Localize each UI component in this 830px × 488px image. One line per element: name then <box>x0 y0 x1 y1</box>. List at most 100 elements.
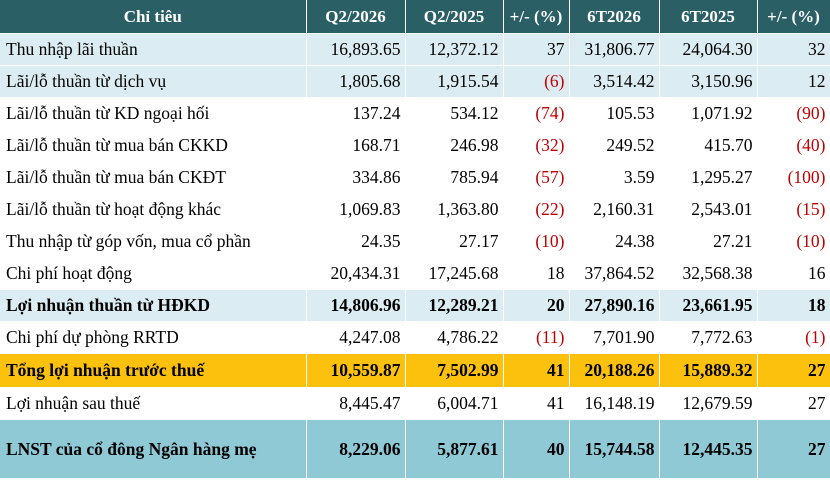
row-label: Thu nhập từ góp vốn, mua cổ phần <box>0 225 307 258</box>
6t2025-value: 1,071.92 <box>659 97 758 130</box>
header-indicator: Chỉ tiêu <box>0 0 307 34</box>
q2-2026-value: 20,434.31 <box>306 257 406 290</box>
half-year-change: (1) <box>757 321 830 354</box>
quarter-change: 20 <box>503 289 570 322</box>
half-year-change: (100) <box>757 161 830 194</box>
table-row: Thu nhập lãi thuần 16,893.65 12,372.12 37 31… <box>0 33 830 66</box>
q2-2025-value: 246.98 <box>405 129 504 162</box>
6t2025-value: 3,150.96 <box>659 65 758 98</box>
q2-2026-value: 24.35 <box>306 225 406 258</box>
table-row: Lãi/lỗ thuần từ dịch vụ 1,805.68 1,915.54(… <box>0 65 830 98</box>
6t2025-value: 23,661.95 <box>659 289 758 322</box>
6t2025-value: 7,772.63 <box>659 321 758 354</box>
table-row: Lãi/lỗ thuần từ hoạt động khác 1,069.83 1,… <box>0 193 830 226</box>
6t2026-value: 20,188.26 <box>569 353 660 388</box>
q2-2025-value: 6,004.71 <box>405 387 504 420</box>
quarter-change: (6) <box>503 65 570 98</box>
q2-2026-value: 4,247.08 <box>306 321 406 354</box>
row-label: Lãi/lỗ thuần từ hoạt động khác <box>0 193 307 226</box>
table-row: Chi phí dự phòng RRTD 4,247.08 4,786.22 (11… <box>0 321 830 354</box>
6t2025-value: 2,543.01 <box>659 193 758 226</box>
q2-2025-value: 5,877.61 <box>405 419 504 479</box>
6t2025-value: 24,064.30 <box>659 33 758 66</box>
6t2025-value: 15,889.32 <box>659 353 758 388</box>
6t2025-value: 27.21 <box>659 225 758 258</box>
table-row: Lãi/lỗ thuần từ mua bán CKĐT 334.86 785.94… <box>0 161 830 194</box>
q2-2025-value: 17,245.68 <box>405 257 504 290</box>
quarter-change: (11) <box>503 321 570 354</box>
half-year-change: (10) <box>757 225 830 258</box>
quarter-change: (74) <box>503 97 570 130</box>
q2-2025-value: 27.17 <box>405 225 504 258</box>
table-row: Chi phí hoạt động 20,434.31 17,245.68 18 37,… <box>0 257 830 290</box>
6t2025-value: 415.70 <box>659 129 758 162</box>
q2-2026-value: 334.86 <box>306 161 406 194</box>
6t2026-value: 24.38 <box>569 225 660 258</box>
q2-2026-value: 1,805.68 <box>306 65 406 98</box>
6t2026-value: 7,701.90 <box>569 321 660 354</box>
q2-2025-value: 12,289.21 <box>405 289 504 322</box>
row-label: Tổng lợi nhuận trước thuế <box>0 353 307 388</box>
6t2025-value: 1,295.27 <box>659 161 758 194</box>
table-row: Lợi nhuận thuần từ HĐKD 14,806.96 12,289.2… <box>0 289 830 322</box>
header-half-year-change: +/- (%) <box>757 0 830 34</box>
6t2026-value: 31,806.77 <box>569 33 660 66</box>
half-year-change: 32 <box>757 33 830 66</box>
table-row: Lãi/lỗ thuần từ KD ngoại hối 137.24 534.12… <box>0 97 830 130</box>
q2-2026-value: 168.71 <box>306 129 406 162</box>
half-year-change: 27 <box>757 419 830 479</box>
q2-2026-value: 137.24 <box>306 97 406 130</box>
quarter-change: 18 <box>503 257 570 290</box>
quarter-change: 37 <box>503 33 570 66</box>
table-body: Thu nhập lãi thuần 16,893.65 12,372.12 37 31… <box>0 33 830 479</box>
table-row: Tổng lợi nhuận trước thuế 10,559.87 7,502.… <box>0 353 830 388</box>
header-6t2025: 6T2025 <box>659 0 758 34</box>
table-row: Thu nhập từ góp vốn, mua cổ phần 24.35 27.… <box>0 225 830 258</box>
half-year-change: (15) <box>757 193 830 226</box>
quarter-change: (32) <box>503 129 570 162</box>
half-year-change: 27 <box>757 387 830 420</box>
half-year-change: (40) <box>757 129 830 162</box>
header-quarter-change: +/- (%) <box>503 0 570 34</box>
row-label: Chi phí dự phòng RRTD <box>0 321 307 354</box>
q2-2025-value: 785.94 <box>405 161 504 194</box>
table-row: Lãi/lỗ thuần từ mua bán CKKD 168.71 246.98… <box>0 129 830 162</box>
row-label: Lợi nhuận sau thuế <box>0 387 307 420</box>
q2-2025-value: 1,915.54 <box>405 65 504 98</box>
q2-2025-value: 7,502.99 <box>405 353 504 388</box>
row-label: Thu nhập lãi thuần <box>0 33 307 66</box>
half-year-change: 12 <box>757 65 830 98</box>
half-year-change: (90) <box>757 97 830 130</box>
quarter-change: 41 <box>503 387 570 420</box>
6t2025-value: 12,679.59 <box>659 387 758 420</box>
quarter-change: (57) <box>503 161 570 194</box>
row-label: LNST của cổ đông Ngân hàng mẹ <box>0 419 307 479</box>
row-label: Lợi nhuận thuần từ HĐKD <box>0 289 307 322</box>
q2-2026-value: 10,559.87 <box>306 353 406 388</box>
q2-2026-value: 14,806.96 <box>306 289 406 322</box>
row-label: Lãi/lỗ thuần từ dịch vụ <box>0 65 307 98</box>
q2-2025-value: 12,372.12 <box>405 33 504 66</box>
6t2026-value: 2,160.31 <box>569 193 660 226</box>
6t2026-value: 27,890.16 <box>569 289 660 322</box>
header-q2-2025: Q2/2025 <box>405 0 504 34</box>
q2-2026-value: 16,893.65 <box>306 33 406 66</box>
table-row: Lợi nhuận sau thuế 8,445.47 6,004.71 41 16,1… <box>0 387 830 420</box>
header-row: Chỉ tiêu Q2/2026 Q2/2025 +/- (%) 6T2026 … <box>0 0 830 34</box>
half-year-change: 27 <box>757 353 830 388</box>
6t2025-value: 12,445.35 <box>659 419 758 479</box>
row-label: Chi phí hoạt động <box>0 257 307 290</box>
q2-2025-value: 1,363.80 <box>405 193 504 226</box>
half-year-change: 18 <box>757 289 830 322</box>
6t2026-value: 16,148.19 <box>569 387 660 420</box>
row-label: Lãi/lỗ thuần từ mua bán CKKD <box>0 129 307 162</box>
6t2026-value: 3.59 <box>569 161 660 194</box>
q2-2026-value: 1,069.83 <box>306 193 406 226</box>
half-year-change: 16 <box>757 257 830 290</box>
6t2026-value: 37,864.52 <box>569 257 660 290</box>
quarter-change: (10) <box>503 225 570 258</box>
q2-2025-value: 534.12 <box>405 97 504 130</box>
q2-2026-value: 8,445.47 <box>306 387 406 420</box>
quarter-change: (22) <box>503 193 570 226</box>
